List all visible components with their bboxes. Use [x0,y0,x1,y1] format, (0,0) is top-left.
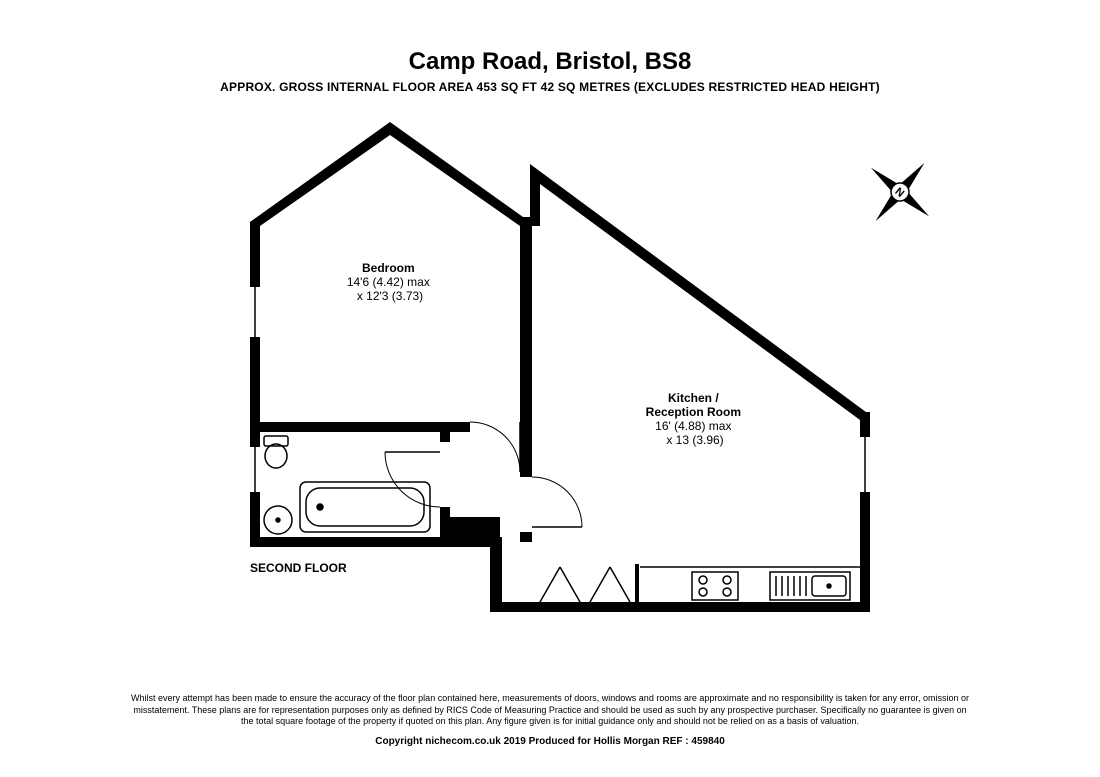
compass-icon: N [846,138,953,245]
disclaimer-text: Whilst every attempt has been made to en… [130,693,970,727]
floorplan-page: Camp Road, Bristol, BS8 APPROX. GROSS IN… [0,0,1100,777]
page-title: Camp Road, Bristol, BS8 [0,48,1100,76]
wall-kitchen-bottom [490,602,870,612]
closet-partition [635,564,639,604]
door-entry-gap [502,542,582,550]
wall-hall-stub [440,422,450,442]
door-bath-gap [438,442,452,507]
floorplan-diagram: Bedroom 14'6 (4.42) max x 12'3 (3.73) Ki… [140,122,960,662]
page-subtitle: APPROX. GROSS INTERNAL FLOOR AREA 453 SQ… [0,80,1100,94]
door-kitchen-gap [518,477,534,532]
wall-bathroom-right [440,512,450,547]
wall-kitchen-left-stub [490,537,502,612]
copyright-text: Copyright nichecom.co.uk 2019 Produced f… [0,736,1100,747]
wall-bathroom-bottom [250,537,500,547]
floor-label: SECOND FLOOR [250,561,347,575]
